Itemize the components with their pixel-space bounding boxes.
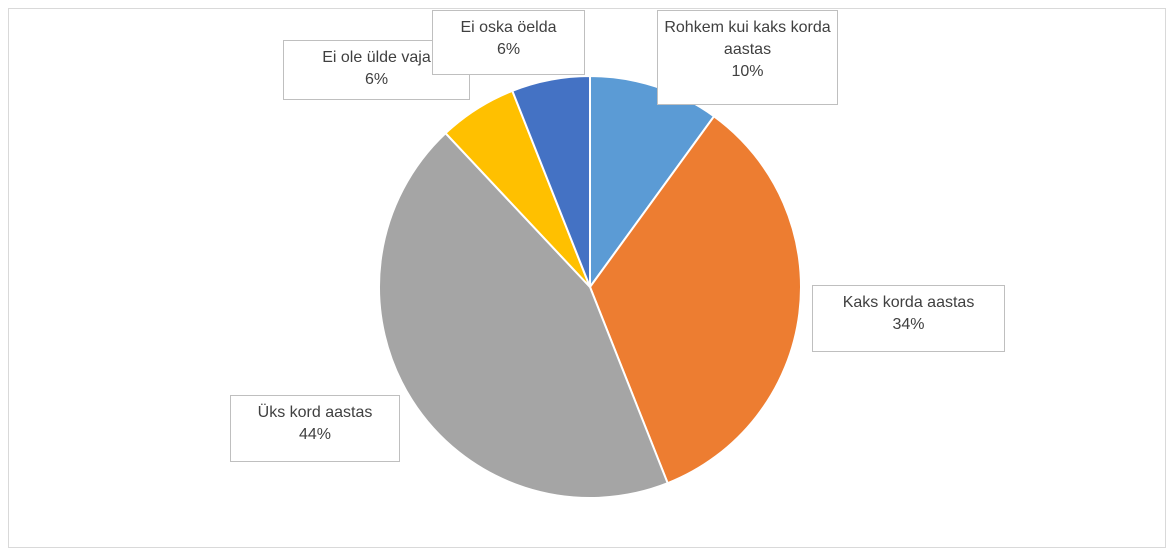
pie-slice (511, 74, 591, 288)
data-callout: Kaks korda aastas 34% (812, 285, 1005, 352)
pie-slice (378, 131, 669, 499)
pie-slice (589, 74, 716, 291)
value-label: 6% (364, 71, 389, 88)
value-label: 6% (496, 41, 521, 58)
data-callout: Üks kord aastas 44% (230, 395, 400, 462)
category-label: Ei oska öelda (460, 19, 557, 36)
category-label: Üks kord aastas (257, 404, 373, 421)
category-label: Rohkem kui kaks korda aastas (664, 19, 831, 58)
category-label: Ei ole ülde vaja (322, 49, 431, 66)
value-label: 44% (298, 426, 332, 443)
data-callout: Rohkem kui kaks korda aastas 10% (657, 10, 838, 105)
value-label: 10% (731, 63, 764, 80)
pie-slice (588, 114, 802, 485)
value-label: 34% (892, 316, 925, 333)
data-callout: Ei oska öelda 6% (432, 10, 585, 75)
category-label: Kaks korda aastas (842, 294, 975, 311)
